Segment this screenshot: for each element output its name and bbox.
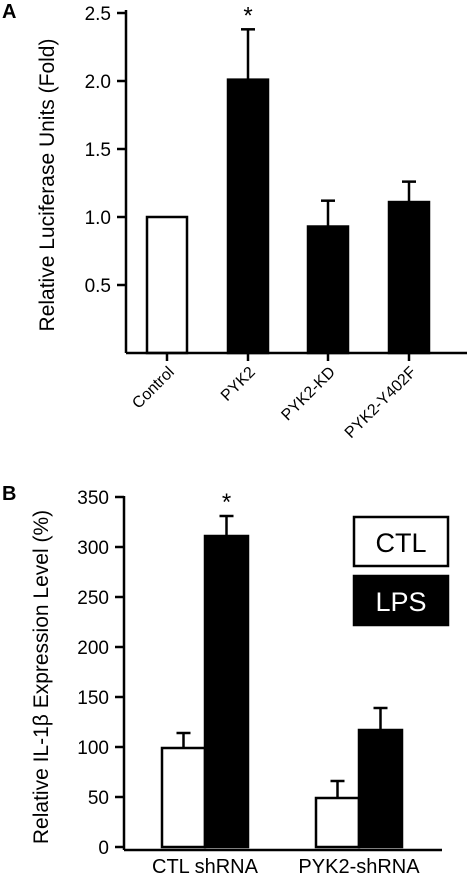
panel-a-y-tick-label: 0.5 (85, 276, 111, 297)
panel-a-category-label: Control (129, 364, 177, 412)
panel-b-category-label: PYK2-shRNA (298, 856, 420, 878)
panel-b-y-tick-label: 350 (77, 488, 109, 509)
panel-a-error-bar (402, 180, 416, 203)
panel-a-significance-marker: * (243, 2, 252, 29)
panel-b-y-tick-label: 150 (77, 688, 109, 709)
panel-b-y-tick-label: 50 (88, 788, 109, 809)
panel-a-error-bar (241, 28, 255, 80)
legend-label-ctl: CTL (375, 528, 426, 558)
panel-b-y-tick-label: 100 (77, 738, 109, 759)
panel-a-y-tick-label: 1.0 (85, 208, 111, 229)
panel-a-category-label: PYK2-KD (278, 364, 338, 424)
legend-label-lps: LPS (375, 587, 426, 617)
panel-b-significance-marker: * (222, 489, 231, 516)
panel-a-bar (145, 215, 189, 355)
panel-b-error-bar (330, 779, 345, 798)
panel-b-error-bar (219, 514, 234, 536)
panel-a-y-tick-label: 2.0 (85, 72, 111, 93)
panel-b-error-bar (176, 731, 191, 748)
panel-a-category-label: PYK2 (218, 364, 259, 405)
panel-a-error-bar (321, 199, 335, 227)
panel-b-y-tick-label: 300 (77, 538, 109, 559)
panel-b-y-tick-label: 250 (77, 588, 109, 609)
panel-a-bar (306, 225, 350, 355)
panel-b-bar (314, 796, 361, 849)
panel-b-y-axis-label: Relative IL-1β Expression Level (%) (30, 510, 53, 844)
panel-b-legend: CTL LPS (352, 515, 450, 627)
panel-b: B Relative IL-1β Expression Level (%) 0 5… (2, 483, 450, 878)
legend-swatch-ctl (352, 515, 450, 568)
panel-a-label: A (2, 1, 16, 23)
panel-b-bar (160, 746, 207, 849)
panel-a-y-axis-label: Relative Luciferase Units (Fold) (36, 39, 59, 332)
panel-b-bar (203, 534, 250, 849)
panel-b-category-label: CTL shRNA (152, 856, 259, 878)
panel-b-bar (357, 728, 404, 849)
panel-b-error-bar (373, 706, 388, 730)
panel-b-y-tick-label: 200 (77, 638, 109, 659)
legend-swatch-lps (352, 574, 450, 627)
panel-a-bar (226, 78, 270, 355)
panel-a-bar (387, 200, 431, 355)
panel-a-category-label: PYK2-Y402F (342, 364, 420, 442)
panel-b-y-tick-label: 0 (98, 838, 109, 859)
panel-a: A Relative Luciferase Units (Fold) 0.5 1.… (2, 1, 467, 442)
panel-a-y-tick-label: 1.5 (85, 140, 111, 161)
panel-a-y-tick-label: 2.5 (85, 4, 111, 25)
panel-b-label: B (2, 483, 16, 505)
